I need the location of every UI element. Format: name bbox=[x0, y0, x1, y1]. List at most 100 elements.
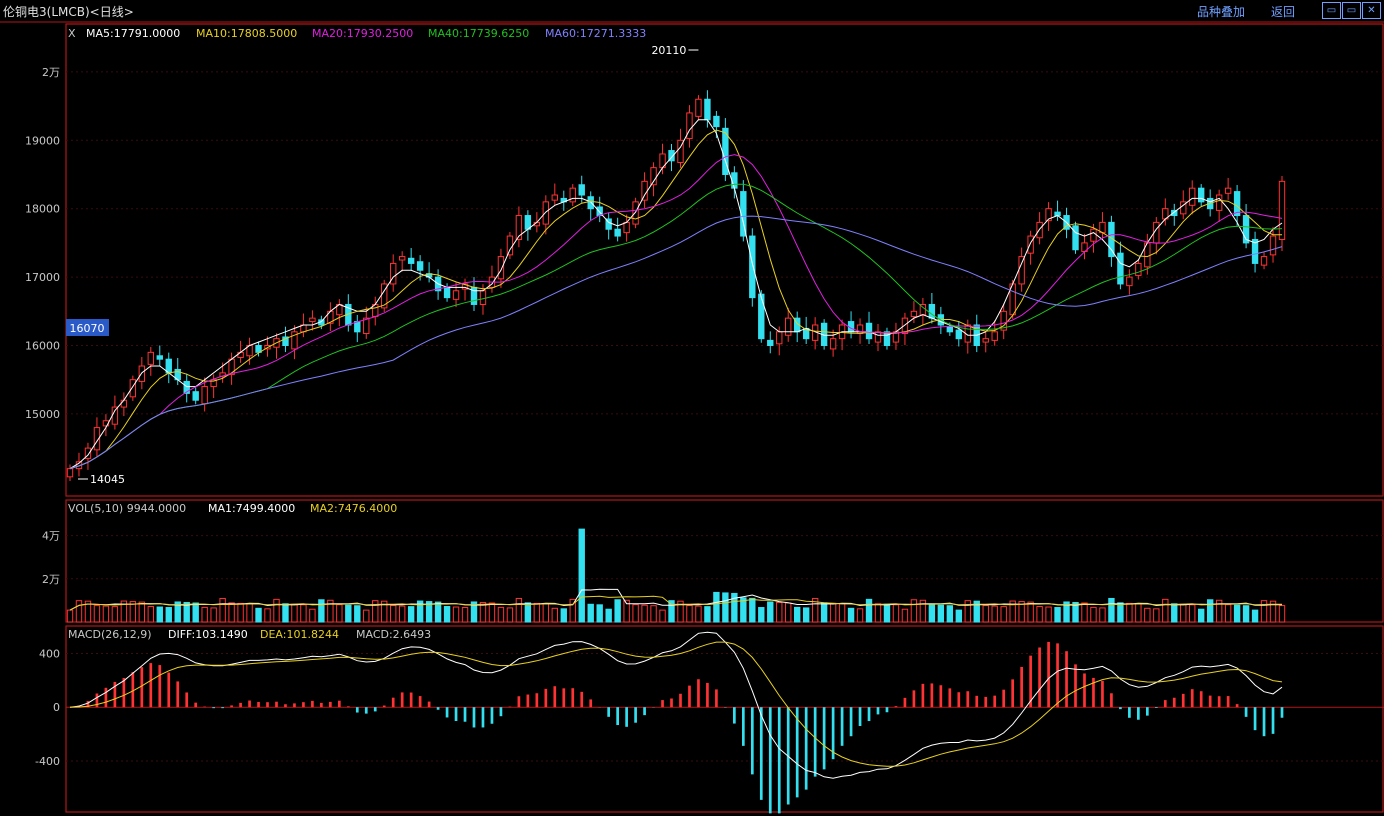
price-candle bbox=[381, 279, 388, 312]
volume-bar bbox=[219, 597, 226, 623]
candle-body bbox=[587, 196, 594, 210]
volume-bar bbox=[165, 607, 172, 623]
volume-bar bbox=[1269, 600, 1277, 623]
candle-body bbox=[1251, 238, 1259, 264]
low-annotation: 14045 bbox=[90, 473, 125, 486]
volume-bar bbox=[120, 600, 128, 623]
volume-bar bbox=[946, 605, 954, 623]
volume-bar bbox=[811, 597, 819, 623]
volume-bar bbox=[982, 605, 989, 623]
macd-tick-label: 400 bbox=[39, 647, 60, 660]
price-candle bbox=[497, 248, 505, 288]
price-legend-ma10: MA10:17808.5000 bbox=[196, 27, 297, 40]
ma-line-ma10 bbox=[69, 129, 1283, 470]
price-candle bbox=[1045, 202, 1052, 231]
close-window-icon[interactable]: ✕ bbox=[1362, 2, 1381, 19]
price-candle bbox=[785, 307, 792, 342]
volume-bar bbox=[416, 600, 424, 623]
volume-bar bbox=[1063, 601, 1070, 623]
price-candle bbox=[955, 321, 962, 347]
candle-body bbox=[551, 194, 558, 201]
price-candle bbox=[865, 311, 873, 345]
price-candle bbox=[901, 312, 909, 346]
volume-bar bbox=[327, 599, 334, 623]
volume-bar bbox=[237, 602, 244, 623]
candle-body bbox=[363, 317, 370, 335]
price-candle bbox=[183, 373, 190, 403]
volume-bar bbox=[318, 599, 325, 623]
candle-body bbox=[309, 317, 316, 323]
volume-bar bbox=[973, 600, 980, 623]
volume-bar bbox=[183, 601, 190, 623]
volume-bar bbox=[659, 609, 666, 623]
candle-body bbox=[461, 283, 469, 290]
volume-bar bbox=[632, 604, 639, 623]
maximize-window-icon[interactable]: ▭ bbox=[1342, 2, 1361, 19]
volume-bar bbox=[596, 604, 603, 623]
price-candle bbox=[650, 162, 657, 197]
volume-bar bbox=[677, 600, 684, 623]
volume-bar bbox=[66, 609, 74, 623]
volume-bar bbox=[273, 598, 280, 623]
price-candle bbox=[425, 262, 433, 283]
price-candle bbox=[1072, 221, 1079, 254]
price-candle bbox=[452, 281, 460, 308]
overlay-symbol-button[interactable]: 品种叠加 bbox=[1197, 5, 1246, 19]
volume-bar bbox=[704, 606, 711, 623]
price-candle bbox=[390, 254, 397, 292]
price-candle bbox=[291, 325, 298, 360]
vol-legend-vol: VOL(5,10) 9944.0000 bbox=[68, 502, 186, 515]
price-candle bbox=[327, 302, 334, 332]
price-candle bbox=[66, 464, 74, 481]
chart-title: 伦铜电3(LMCB)<日线> bbox=[3, 5, 134, 19]
candle-body bbox=[1278, 180, 1286, 240]
back-button[interactable]: 返回 bbox=[1271, 5, 1296, 19]
price-candle bbox=[722, 118, 729, 182]
macd-tick-label: 0 bbox=[53, 701, 60, 714]
volume-bar bbox=[506, 607, 514, 623]
volume-bar bbox=[901, 608, 909, 623]
price-candle bbox=[1054, 200, 1061, 221]
volume-bar bbox=[138, 601, 146, 623]
title-bar: 伦铜电3(LMCB)<日线> 品种叠加 返回 ▭ ▭ ✕ bbox=[0, 0, 1384, 22]
price-candle bbox=[686, 105, 693, 148]
price-candle bbox=[1233, 185, 1241, 226]
price-candle bbox=[336, 299, 343, 327]
volume-bar bbox=[569, 598, 576, 623]
price-candle bbox=[398, 251, 406, 272]
price-candle bbox=[255, 341, 262, 357]
price-candle bbox=[542, 195, 550, 235]
price-candle bbox=[345, 294, 352, 332]
volume-bar bbox=[695, 605, 702, 623]
volume-bar bbox=[1171, 603, 1178, 623]
volume-bar bbox=[1045, 606, 1052, 623]
candle-body bbox=[650, 167, 657, 186]
candle-body bbox=[1224, 187, 1232, 194]
volume-bar bbox=[560, 608, 567, 623]
candle-body bbox=[785, 317, 792, 336]
price-legend-ma60: MA60:17271.3333 bbox=[545, 27, 646, 40]
price-candle bbox=[677, 128, 684, 168]
candle-body bbox=[1117, 252, 1124, 285]
cursor-price-label: 16070 bbox=[70, 322, 105, 335]
candle-body bbox=[390, 262, 397, 285]
candle-body bbox=[66, 468, 74, 478]
candle-body bbox=[291, 331, 298, 350]
volume-bar bbox=[309, 608, 316, 623]
price-candle bbox=[1260, 252, 1268, 270]
price-tick-label: 18000 bbox=[25, 203, 60, 216]
volume-bar bbox=[1117, 602, 1124, 623]
price-candle bbox=[407, 248, 415, 270]
candle-body bbox=[156, 355, 163, 360]
restore-window-icon[interactable]: ▭ bbox=[1322, 2, 1341, 19]
price-candle bbox=[102, 414, 110, 437]
volume-bar bbox=[488, 602, 496, 623]
price-candle bbox=[1278, 175, 1286, 251]
candle-body bbox=[686, 112, 693, 140]
volume-bar bbox=[785, 602, 792, 623]
high-annotation: 20110 bbox=[651, 44, 686, 57]
price-candle bbox=[84, 442, 92, 470]
volume-bar bbox=[1108, 597, 1115, 623]
volume-bar bbox=[255, 607, 262, 623]
